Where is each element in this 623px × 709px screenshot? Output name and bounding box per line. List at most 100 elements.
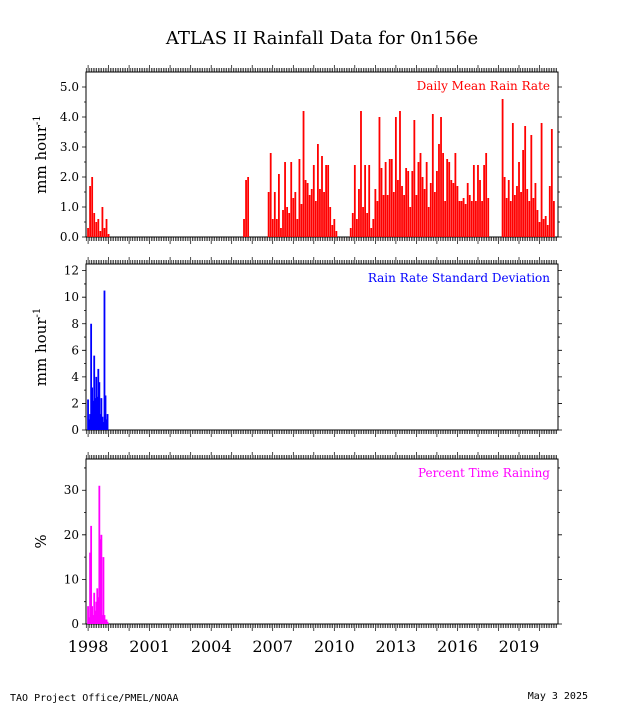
bar	[282, 210, 284, 237]
bar	[99, 539, 102, 624]
series-label: Percent Time Raining	[418, 466, 550, 480]
bar	[323, 192, 325, 237]
y-tick-label: 5.0	[60, 80, 79, 94]
bar	[409, 207, 412, 237]
bar	[458, 201, 461, 237]
bar	[302, 111, 305, 237]
y-tick-label: 20	[64, 528, 79, 542]
bar	[405, 168, 408, 237]
y-tick-label: 2.0	[60, 170, 79, 184]
bar	[319, 189, 321, 237]
bar	[503, 177, 506, 237]
bar	[444, 201, 447, 237]
bar	[374, 189, 377, 237]
bar	[388, 159, 391, 237]
bar	[553, 201, 555, 237]
bar	[446, 159, 449, 237]
bar	[431, 114, 434, 237]
bar	[411, 171, 414, 237]
bar	[540, 123, 543, 237]
bar	[98, 485, 101, 624]
bar	[358, 189, 360, 237]
y-axis-label: %	[32, 534, 50, 548]
bar	[380, 168, 383, 237]
bar	[95, 601, 98, 624]
bar	[290, 162, 293, 237]
bar	[95, 222, 98, 237]
bar	[425, 162, 428, 237]
x-ticks	[85, 452, 557, 631]
bar	[103, 615, 106, 624]
bar	[518, 162, 520, 237]
bar	[275, 219, 278, 237]
y-tick-label: 8	[71, 317, 79, 331]
bar	[105, 219, 108, 237]
bar	[532, 198, 535, 237]
series-label: Daily Mean Rain Rate	[417, 79, 550, 93]
bar	[106, 621, 109, 624]
bar	[421, 177, 424, 237]
bar	[294, 192, 297, 237]
bar	[392, 192, 395, 237]
bar	[298, 159, 301, 237]
bar	[267, 192, 270, 237]
y-tick-label: 3.0	[60, 140, 79, 154]
bar	[100, 398, 103, 430]
bar	[386, 195, 389, 237]
bar	[401, 186, 403, 237]
bar	[90, 323, 93, 430]
bar	[362, 207, 364, 237]
x-ticks	[85, 257, 557, 437]
bar	[269, 153, 272, 237]
bar	[310, 189, 313, 237]
bar	[333, 219, 336, 237]
bar	[243, 219, 245, 237]
bar	[286, 207, 289, 237]
bar	[438, 144, 440, 237]
bar	[271, 219, 274, 237]
y-ticks	[82, 86, 562, 238]
y-ticks	[82, 270, 562, 431]
bar	[516, 186, 518, 237]
bar	[376, 201, 379, 237]
x-tick-label: 2019	[499, 637, 540, 656]
bar	[308, 195, 311, 237]
panel-frame	[85, 263, 559, 431]
x-tick-label: 2013	[376, 637, 417, 656]
bar	[93, 355, 96, 430]
bar	[501, 99, 504, 237]
bar	[91, 606, 94, 624]
bar	[429, 183, 432, 237]
bar	[97, 597, 100, 624]
panel-2: 0 2 4 6 8 10 12 mm hour-1 Rain Rate Standard Dev…	[32, 257, 562, 437]
bar	[481, 201, 483, 237]
bar	[466, 183, 469, 237]
x-ticks	[85, 65, 557, 244]
bar	[366, 213, 369, 237]
bar	[327, 165, 330, 237]
bar	[526, 189, 529, 237]
y-tick-label: 10	[64, 290, 79, 304]
bar	[456, 186, 459, 237]
bar	[90, 525, 93, 624]
bar	[407, 171, 410, 237]
bar	[470, 201, 473, 237]
bar	[296, 219, 299, 237]
y-tick-label: 4.0	[60, 110, 79, 124]
bar	[528, 201, 531, 237]
bar	[475, 201, 477, 237]
bar	[394, 117, 397, 237]
bar	[534, 183, 537, 237]
bar	[353, 165, 356, 237]
bar	[351, 213, 354, 237]
y-tick-label: 10	[64, 572, 79, 586]
bar	[544, 216, 547, 237]
bar	[91, 387, 94, 430]
bar	[372, 219, 375, 237]
bar	[87, 228, 89, 237]
bar	[364, 165, 366, 237]
bar	[460, 201, 463, 237]
bar	[524, 126, 527, 237]
bar	[304, 180, 307, 237]
